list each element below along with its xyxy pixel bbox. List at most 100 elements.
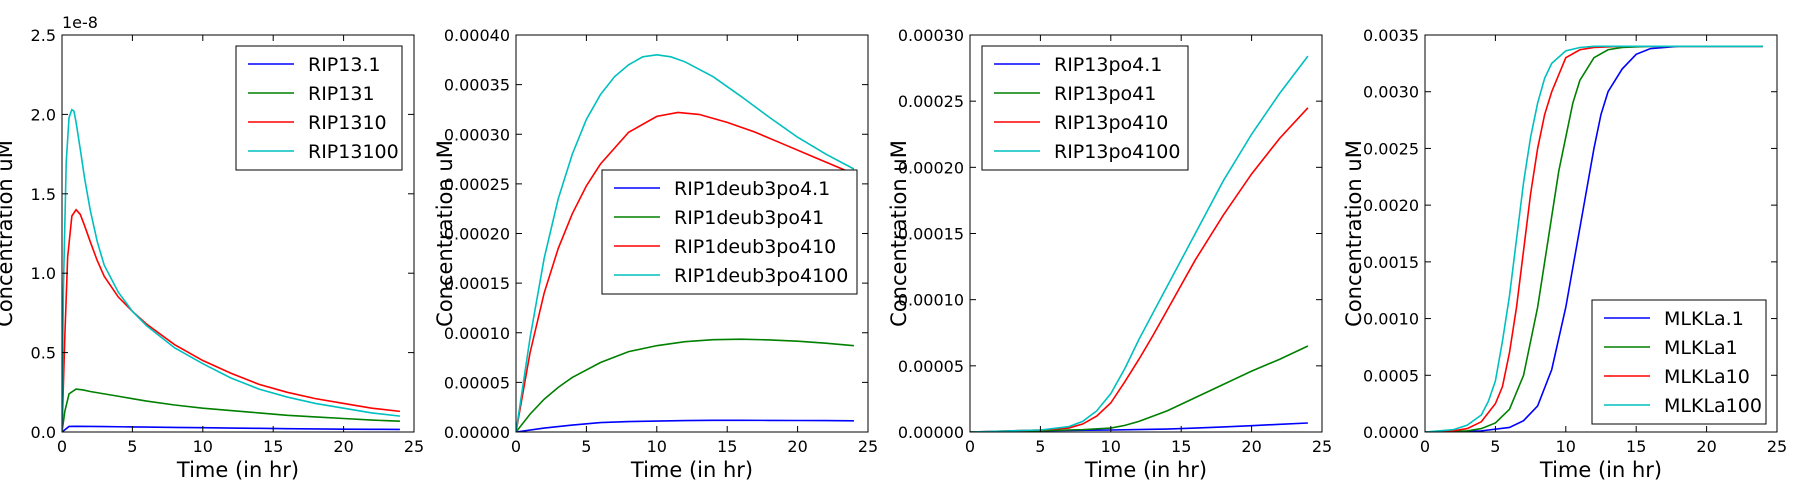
plot-area (970, 55, 1309, 432)
x-tick-label: 20 (1241, 437, 1261, 456)
legend: RIP13po4.1 RIP13po41 RIP13po410 RIP13po4100 (981, 45, 1189, 171)
y-tick-label: 0.0000 (1363, 423, 1419, 442)
y-tick-label: 1.5 (31, 185, 56, 204)
axes-frame (61, 34, 415, 433)
subplot-4: 0 5 10 15 20 25 0.0000 0.0005 0.0010 0.0015 0.0020… (1342, 26, 1787, 482)
series-line-4 (62, 108, 401, 432)
legend-entry: RIP13po4100 (1054, 141, 1180, 163)
series-line-4 (516, 54, 855, 432)
legend-box (981, 45, 1189, 171)
y-tick-label: 0.00000 (898, 423, 964, 442)
y-tick-label: 2.5 (31, 26, 56, 45)
legend-entry: RIP1deub3po410 (674, 236, 836, 258)
x-axis-label: Time (in hr) (630, 458, 753, 482)
series-line-3 (516, 111, 855, 432)
y-axis-label: Concentration uM (887, 140, 911, 327)
legend-entry: RIP13po4.1 (1054, 54, 1162, 76)
x-tick-label: 20 (333, 437, 353, 456)
y-tick-label: 0.00025 (444, 175, 510, 194)
x-tick-label: 10 (193, 437, 213, 456)
legend-entry: RIP13po41 (1054, 83, 1156, 105)
y-tick-label: 0.0020 (1363, 196, 1419, 215)
legend: MLKLa.1 MLKLa1 MLKLa10 MLKLa100 (1591, 299, 1767, 425)
x-axis-label: Time (in hr) (1084, 458, 1207, 482)
x-tick-label: 5 (127, 437, 137, 456)
subplot-1: 0 5 10 15 20 25 0.0 0.5 1.0 1.5 2.0 2.5 1e-8 Time (in… (0, 13, 424, 482)
y-tick-label: 0.00035 (444, 76, 510, 95)
legend-entry: MLKLa100 (1664, 395, 1762, 417)
series-line-4 (970, 55, 1309, 432)
y-tick-label: 0.00005 (444, 373, 510, 392)
legend-box (235, 45, 403, 171)
series-line-2 (516, 338, 854, 432)
x-tick-label: 20 (787, 437, 807, 456)
y-tick-label: 2.0 (31, 105, 56, 124)
y-axis-label: Concentration uM (0, 140, 17, 327)
x-tick-label: 25 (858, 437, 878, 456)
legend-entry: MLKLa.1 (1664, 308, 1744, 330)
y-tick-label: 0.0035 (1363, 26, 1419, 45)
y-tick-label: 0.00015 (444, 274, 510, 293)
x-tick-label: 25 (1767, 437, 1787, 456)
series-line-1 (516, 419, 854, 432)
legend-entry: RIP1deub3po4100 (674, 265, 848, 287)
legend-entry: RIP131 (308, 83, 375, 105)
y-tick-label: 0.00010 (898, 291, 964, 310)
series-line-3 (970, 107, 1309, 432)
subplot-3: 0 5 10 15 20 25 0.00000 0.00005 0.00010 0.00015 0.… (887, 26, 1332, 482)
y-tick-label: 0.0 (31, 423, 56, 442)
x-tick-label: 0 (965, 437, 975, 456)
x-tick-label: 20 (1696, 437, 1716, 456)
x-tick-label: 5 (581, 437, 591, 456)
x-tick-label: 25 (1312, 437, 1332, 456)
legend-entry: RIP1310 (308, 112, 387, 134)
y-tick-label: 0.00010 (444, 324, 510, 343)
legend: RIP1deub3po4.1 RIP1deub3po41 RIP1deub3po41… (601, 169, 858, 295)
legend-entry: RIP13po410 (1054, 112, 1168, 134)
series-line-2 (62, 388, 400, 432)
x-tick-label: 15 (1171, 437, 1191, 456)
plot-area (62, 108, 401, 432)
x-tick-label: 10 (1101, 437, 1121, 456)
y-tick-label: 0.0005 (1363, 366, 1419, 385)
x-axis-label: Time (in hr) (176, 458, 299, 482)
axes-frame (1424, 34, 1778, 433)
series-line-1 (62, 425, 400, 432)
legend-entry: RIP1deub3po4.1 (674, 178, 830, 200)
legend-entry: MLKLa10 (1664, 366, 1750, 388)
y-offset-text: 1e-8 (62, 13, 98, 32)
subplot-2: 0 5 10 15 20 25 0.00000 0.00005 0.00010 0.00015 0.… (433, 26, 878, 482)
x-tick-label: 10 (1556, 437, 1576, 456)
series-line-3 (62, 208, 401, 432)
y-tick-label: 0.00030 (898, 26, 964, 45)
x-tick-label: 0 (57, 437, 67, 456)
legend-entry: RIP1deub3po41 (674, 207, 824, 229)
series-line-2 (970, 345, 1309, 432)
plot-area (1425, 45, 1763, 432)
x-tick-label: 15 (1626, 437, 1646, 456)
y-tick-label: 0.00025 (898, 92, 964, 111)
y-tick-label: 0.0030 (1363, 83, 1419, 102)
x-tick-label: 5 (1035, 437, 1045, 456)
y-tick-label: 0.00000 (444, 423, 510, 442)
y-tick-label: 1.0 (31, 264, 56, 283)
legend-entry: RIP13100 (308, 141, 399, 163)
x-tick-label: 25 (404, 437, 424, 456)
x-tick-label: 15 (263, 437, 283, 456)
y-tick-label: 0.0015 (1363, 253, 1419, 272)
x-tick-label: 0 (511, 437, 521, 456)
plot-area (516, 54, 855, 432)
x-tick-label: 15 (717, 437, 737, 456)
y-tick-label: 0.00020 (444, 225, 510, 244)
y-tick-label: 0.00005 (898, 357, 964, 376)
y-tick-label: 0.00030 (444, 125, 510, 144)
legend-box (601, 169, 858, 295)
legend-entry: RIP13.1 (308, 54, 381, 76)
y-tick-label: 0.00020 (898, 158, 964, 177)
x-axis-label: Time (in hr) (1539, 458, 1662, 482)
x-tick-label: 10 (647, 437, 667, 456)
y-tick-label: 0.5 (31, 344, 56, 363)
y-tick-label: 0.0025 (1363, 139, 1419, 158)
series-line-2 (1425, 45, 1763, 432)
